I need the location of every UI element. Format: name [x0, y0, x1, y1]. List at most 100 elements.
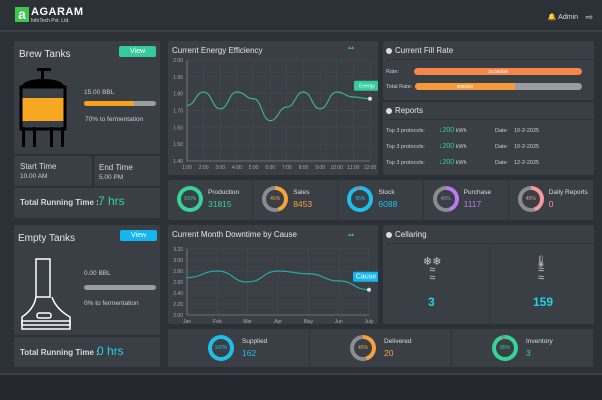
- running-time-label: Total Running Time :: [20, 348, 99, 357]
- data-point: [307, 273, 309, 275]
- last-point-marker: [367, 287, 371, 292]
- fill-rate-title: Current Fill Rate: [386, 46, 597, 60]
- total-rate-bar: [415, 83, 582, 90]
- fill-rate-title-text: Current Fill Rate: [395, 46, 454, 55]
- kpi-label: Daily Reports: [548, 189, 588, 196]
- empty-progress-label: 0% to fermentation: [84, 300, 139, 307]
- end-time-value: 5.00 PM: [99, 174, 124, 181]
- report-label: Top 3 protocols:: [386, 160, 425, 166]
- kpi-sales[interactable]: 45% Sales 8453: [253, 180, 339, 220]
- chart-line-icon[interactable]: ▴▴: [348, 45, 355, 51]
- logo-name: AGARAM: [31, 6, 84, 18]
- x-tick-label: Jan: [183, 319, 191, 324]
- series-tooltip-label: Energy: [359, 84, 375, 90]
- energy-chart-panel: Current Energy Efficiency ▴▴ 1.40 1.50 1.6…: [168, 41, 378, 175]
- empty-tank-icon: [21, 258, 71, 330]
- kpi-production[interactable]: 100% Production 31815: [168, 180, 254, 220]
- kpi-value: 6088: [378, 199, 398, 209]
- progress-ring: 100%: [208, 335, 234, 361]
- report-amount: 200: [442, 127, 455, 134]
- x-tick-label: Feb: [213, 319, 222, 324]
- progress-ring: 100%: [177, 186, 203, 212]
- empty-progress-bar: [84, 285, 156, 290]
- header: [0, 0, 602, 32]
- kpi-purchase[interactable]: 45% Purchase 1117: [424, 180, 509, 220]
- ring-percent: 95%: [499, 345, 510, 351]
- progress-ring: 45%: [432, 186, 459, 212]
- divider: [489, 245, 490, 324]
- report-amount: 200: [442, 159, 455, 166]
- progress-ring: 45%: [517, 186, 544, 212]
- x-tick-label: May: [304, 319, 314, 324]
- running-time-label: Total Running Time :: [20, 198, 99, 207]
- x-tick-label: 8:00: [299, 165, 309, 171]
- brew-running-time: Total Running Time : 7 hrs: [14, 188, 160, 218]
- kpi-stock[interactable]: 95% Stock 6088: [338, 180, 424, 220]
- logo-icon: a: [15, 7, 29, 22]
- x-tick-label: July: [365, 319, 374, 324]
- arrow-down-icon: ↓: [439, 143, 443, 150]
- dot-icon: [386, 108, 392, 114]
- report-amount: 200: [442, 143, 455, 150]
- kpi-value: 3: [526, 348, 531, 358]
- logout-icon[interactable]: ⇨: [585, 12, 593, 22]
- x-tick-label: Jun: [335, 319, 343, 324]
- reports-title: Reports: [386, 106, 597, 120]
- y-tick-label: 1.40: [173, 159, 183, 165]
- data-point: [302, 91, 305, 93]
- brew-progress-label: 70% to fermentation: [85, 116, 144, 123]
- kpi-inventory[interactable]: 95% Inventory 3: [452, 329, 594, 367]
- rate-bar: [414, 68, 582, 75]
- data-point: [216, 270, 218, 272]
- kpi-supplied[interactable]: 100% Supplied 162: [168, 329, 310, 367]
- y-tick-label: 1.90: [173, 75, 183, 81]
- report-date: 10-2-2025: [514, 128, 540, 134]
- chart-line-icon[interactable]: ▴▴: [348, 232, 355, 238]
- brew-tank-icon: [19, 68, 67, 147]
- series-line: [186, 91, 371, 122]
- brew-progress-bar: [84, 101, 156, 106]
- y-tick-label: 1.70: [173, 109, 183, 115]
- data-point: [219, 108, 221, 110]
- series-tooltip: [353, 271, 378, 282]
- progress-ring: 95%: [347, 186, 374, 212]
- start-time-cell: Start Time 10.00 AM: [14, 156, 92, 186]
- start-time-value: 10.00 AM: [20, 173, 48, 180]
- brew-tanks-title: Brew Tanks: [19, 49, 71, 60]
- cellaring-title-text: Cellaring: [395, 230, 427, 239]
- dot-icon: [386, 232, 392, 238]
- y-tick-label: 1.50: [173, 142, 183, 148]
- kpi-daily-reports[interactable]: 45% Daily Reports 0: [509, 180, 594, 220]
- logo-subtitle: InfoTech Pvt. Ltd.: [31, 18, 70, 24]
- reports-title-text: Reports: [395, 106, 424, 115]
- data-point: [338, 280, 340, 282]
- bell-icon: 🔔: [547, 14, 557, 21]
- y-tick-label: 2.60: [173, 280, 183, 286]
- y-tick-label: 3.20: [173, 247, 183, 253]
- data-point: [186, 104, 188, 107]
- brew-view-button[interactable]: View: [119, 46, 156, 57]
- footer: [0, 373, 602, 400]
- data-point: [236, 91, 238, 93]
- admin-label: Admin: [558, 14, 578, 21]
- cellaring-title: Cellaring: [386, 230, 597, 244]
- kpi-delivered[interactable]: 45% Delivered 20: [310, 329, 452, 367]
- total-rate-label: Total Rate:: [386, 84, 413, 90]
- kpi-row-2: 100% Supplied 162 45% Delivered 20 95% I…: [168, 329, 594, 367]
- ring-percent: 45%: [440, 196, 451, 202]
- admin-menu[interactable]: 🔔 Admin: [548, 13, 578, 21]
- cellaring-cold-value: 3: [428, 295, 435, 309]
- x-tick-label: 11:00: [347, 165, 359, 171]
- y-tick-label: 2.40: [173, 291, 183, 297]
- x-tick-label: 7:00: [282, 165, 292, 171]
- report-date: 12-2-2025: [514, 160, 540, 166]
- empty-view-button[interactable]: View: [120, 230, 157, 241]
- kpi-value: 31815: [208, 199, 232, 209]
- data-point: [203, 91, 205, 93]
- downtime-chart: 2.00 2.20 2.40 2.60 2.80 3.00 3.20 Jan Feb Mar Apr…: [173, 247, 378, 324]
- report-date: 10-2-2025: [514, 144, 540, 150]
- report-date-label: Date:: [495, 128, 509, 134]
- rate-label: Rate:: [386, 69, 400, 75]
- end-time-cell: End Time 5.00 PM: [94, 156, 160, 186]
- cellaring-temp-value: 159: [533, 295, 554, 309]
